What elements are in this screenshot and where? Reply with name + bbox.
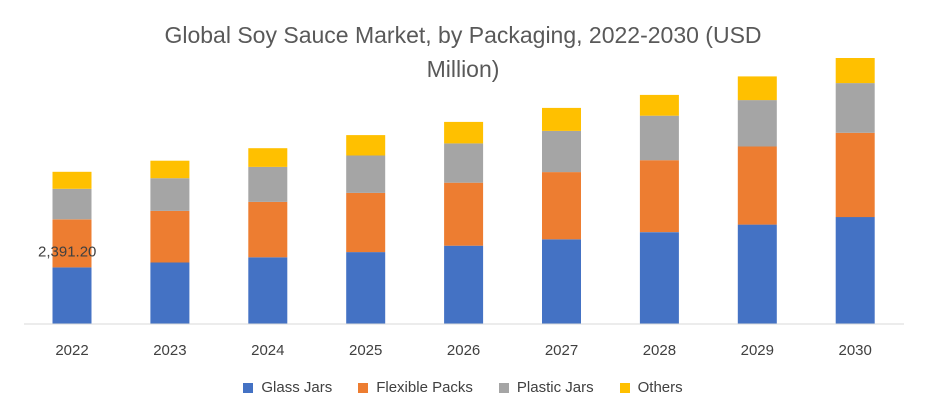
bar-glass-jars-2022 [52, 267, 92, 324]
bar-others-2030 [835, 58, 875, 84]
legend-label-glass-jars: Glass Jars [261, 379, 333, 396]
bar-glass-jars-2024 [248, 257, 288, 324]
bar-glass-jars-2023 [150, 262, 190, 324]
bar-others-2022 [52, 171, 92, 189]
bar-flexible-packs-2024 [248, 201, 288, 258]
x-tick-label-2027: 2027 [545, 342, 578, 359]
x-tick-label-2028: 2028 [643, 342, 676, 359]
legend-label-plastic-jars: Plastic Jars [516, 379, 594, 396]
legend: Glass Jars Flexible Packs Plastic Jars Othe… [0, 379, 926, 396]
x-tick-label-2029: 2029 [741, 342, 774, 359]
bar-plastic-jars-2026 [444, 143, 484, 183]
bars-group [52, 58, 875, 324]
data-label-glass-jars-2022: 2,391.20 [38, 243, 96, 260]
bar-flexible-packs-2023 [150, 210, 190, 263]
x-tick-label-2030: 2030 [839, 342, 872, 359]
bar-plastic-jars-2029 [737, 100, 777, 147]
bar-glass-jars-2029 [737, 224, 777, 324]
bar-flexible-packs-2025 [346, 192, 386, 253]
legend-item-plastic-jars: Plastic Jars [498, 379, 594, 396]
bar-glass-jars-2027 [542, 239, 581, 324]
data-labels: 2,391.20 [38, 243, 96, 260]
bar-plastic-jars-2022 [52, 188, 92, 220]
bar-glass-jars-2025 [346, 252, 386, 324]
chart-title-line-2: Million) [426, 56, 500, 82]
bar-flexible-packs-2028 [639, 160, 679, 233]
bar-others-2026 [444, 121, 484, 144]
x-tick-label-2024: 2024 [251, 342, 284, 359]
bar-flexible-packs-2030 [835, 132, 875, 218]
x-tick-label-2025: 2025 [349, 342, 382, 359]
chart-title-line-1: Global Soy Sauce Market, by Packaging, 2… [164, 22, 762, 48]
bar-flexible-packs-2022 [52, 219, 92, 268]
bar-others-2027 [542, 107, 581, 131]
bar-others-2029 [737, 76, 777, 101]
bar-plastic-jars-2030 [835, 83, 875, 133]
legend-item-glass-jars: Glass Jars [243, 379, 332, 396]
legend-label-flexible-packs: Flexible Packs [376, 379, 473, 396]
bar-flexible-packs-2029 [737, 146, 777, 225]
legend-swatch-glass-jars [243, 382, 254, 393]
bar-plastic-jars-2023 [150, 178, 190, 211]
bar-glass-jars-2026 [444, 245, 484, 324]
legend-label-others: Others [637, 379, 683, 396]
bar-plastic-jars-2028 [639, 115, 679, 161]
bar-plastic-jars-2025 [346, 155, 386, 193]
legend-item-others: Others [619, 379, 683, 396]
legend-item-flexible-packs: Flexible Packs [358, 379, 473, 396]
bar-glass-jars-2030 [835, 217, 875, 324]
bar-others-2023 [150, 160, 190, 179]
bar-others-2024 [248, 148, 288, 167]
x-tick-label-2022: 2022 [55, 342, 88, 359]
bar-plastic-jars-2024 [248, 166, 288, 202]
bar-flexible-packs-2026 [444, 182, 484, 246]
x-tick-label-2023: 2023 [153, 342, 186, 359]
legend-swatch-flexible-packs [358, 382, 369, 393]
bar-plastic-jars-2027 [542, 130, 581, 173]
bar-others-2028 [639, 94, 679, 116]
bar-glass-jars-2028 [639, 232, 679, 324]
legend-swatch-plastic-jars [498, 382, 509, 393]
x-tick-label-2026: 2026 [447, 342, 480, 359]
chart-title: Global Soy Sauce Market, by Packaging, 2… [0, 18, 926, 86]
legend-swatch-others [619, 382, 630, 393]
x-tick-labels: 2022 2023 2024 2025 2026 2027 2028 2029 2030 [55, 342, 872, 359]
bar-flexible-packs-2027 [542, 172, 581, 240]
bar-others-2025 [346, 135, 386, 156]
